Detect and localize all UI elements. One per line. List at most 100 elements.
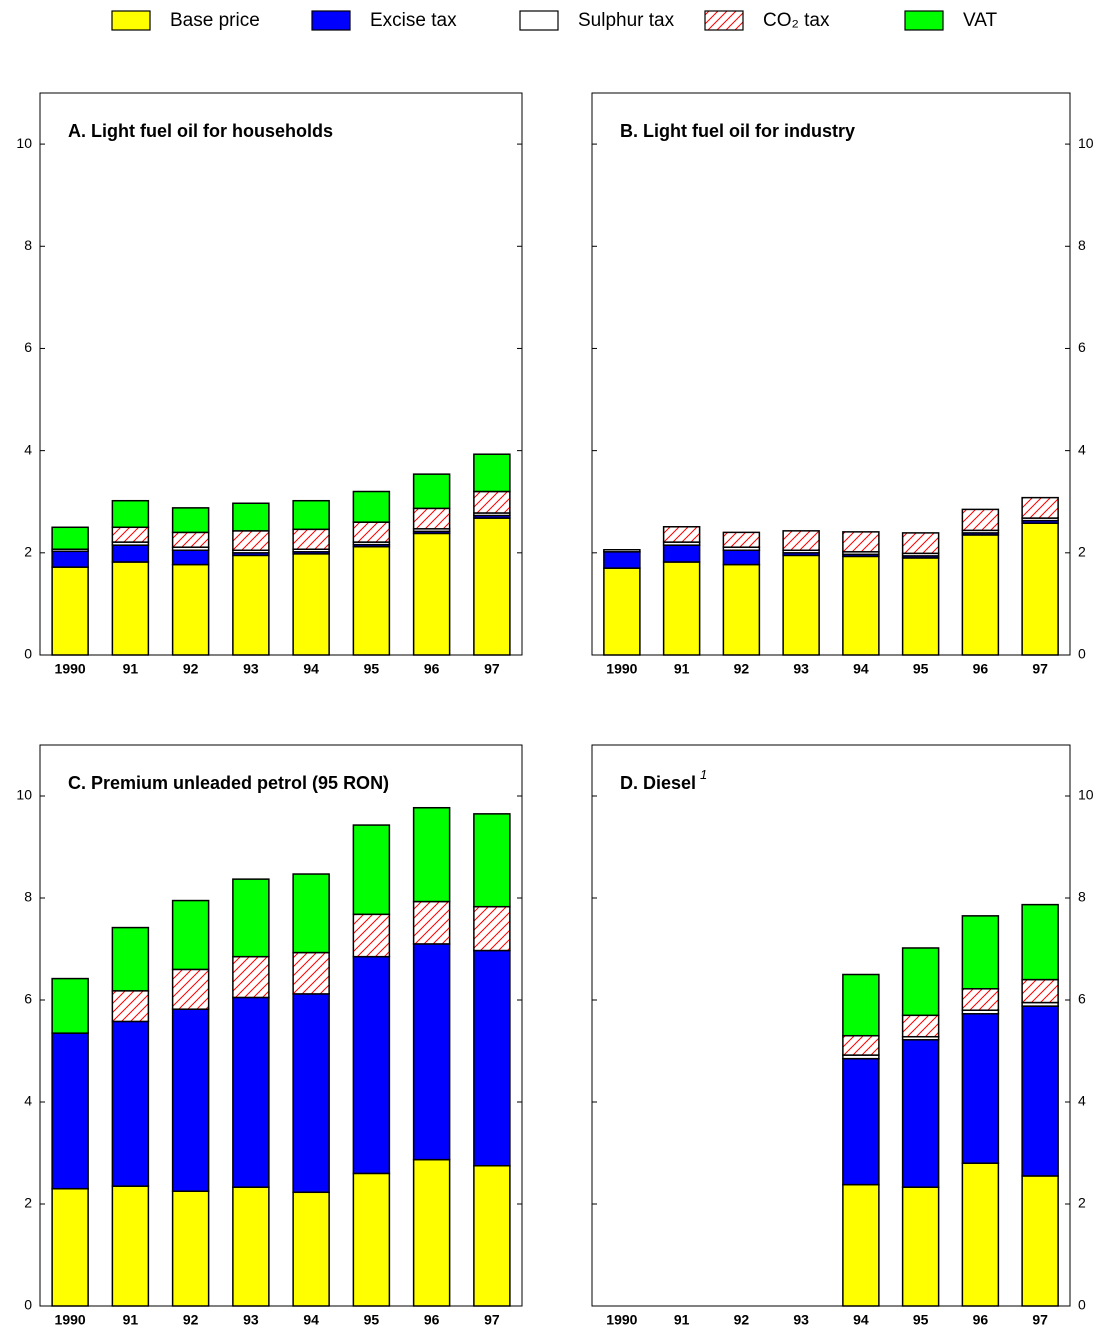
bar-segment <box>782 530 820 552</box>
panel-title: D. Diesel 1 <box>620 767 707 792</box>
bar-segment <box>722 563 761 656</box>
legend-label: Base price <box>170 10 260 31</box>
bar-segment <box>111 990 150 1023</box>
bar-segment <box>232 878 270 958</box>
bar-segment <box>51 566 89 656</box>
bar-segment <box>51 550 89 568</box>
x-tick-label: 95 <box>364 661 380 677</box>
bar-segment <box>961 915 1000 990</box>
x-tick-label: 94 <box>303 661 319 677</box>
bar-segment <box>232 996 270 1188</box>
bar-segment <box>473 905 511 952</box>
x-tick-label: 95 <box>913 661 929 677</box>
bar-segment <box>412 507 451 530</box>
bar-segment <box>111 926 150 992</box>
y-tick-label: 2 <box>24 544 32 560</box>
bar-segment <box>171 531 210 548</box>
plot-frame <box>591 92 1071 656</box>
legend-swatch <box>111 10 151 31</box>
bar-segment <box>111 499 150 529</box>
plot-frame <box>591 744 1071 1307</box>
bar-segment <box>901 532 940 555</box>
y-tick-label: 8 <box>24 237 32 253</box>
bar-segment <box>603 551 641 569</box>
bar-segment <box>901 1186 940 1307</box>
bar-segment <box>961 534 1000 656</box>
y-tick-label: 6 <box>1078 339 1086 355</box>
bar-segment <box>722 549 761 566</box>
y-tick-label: 4 <box>1078 441 1086 457</box>
x-tick-label: 93 <box>243 1312 259 1328</box>
x-tick-label: 95 <box>364 1312 380 1328</box>
x-tick-label: 91 <box>123 1312 139 1328</box>
bar-segment <box>1021 1005 1059 1177</box>
legend-label: CO₂ tax <box>763 10 830 31</box>
bar-segment <box>232 502 270 532</box>
x-tick-label: 97 <box>484 1312 500 1328</box>
bar-segment <box>603 567 641 656</box>
x-tick-label: 93 <box>793 1312 809 1328</box>
x-tick-label: 1990 <box>55 661 86 677</box>
plot-frame <box>39 744 523 1307</box>
panel-title-text: D. Diesel <box>620 773 696 793</box>
bar-segment <box>292 993 330 1194</box>
bar-segment <box>51 1187 89 1307</box>
bar-segment <box>171 1008 210 1192</box>
bar-segment <box>171 507 210 534</box>
y-tick-label: 10 <box>1078 135 1094 151</box>
y-tick-label: 4 <box>1078 1093 1086 1109</box>
bar-segment <box>352 1172 391 1307</box>
bar-segment <box>842 1057 880 1186</box>
legend-swatch <box>311 10 351 31</box>
legend-label: Sulphur tax <box>578 10 675 31</box>
panel-title-text: B. Light fuel oil for industry <box>620 121 855 141</box>
y-tick-label: 10 <box>16 787 32 803</box>
bar-segment <box>412 806 451 903</box>
panel-title-text: A. Light fuel oil for households <box>68 121 333 141</box>
bar-segment <box>662 526 701 543</box>
panel-title: B. Light fuel oil for industry <box>620 121 855 141</box>
x-tick-label: 97 <box>484 661 500 677</box>
bar-segment <box>782 554 820 656</box>
x-tick-label: 97 <box>1032 1312 1048 1328</box>
bar-segment <box>412 532 451 656</box>
bar-segment <box>292 873 330 954</box>
x-tick-label: 96 <box>973 1312 989 1328</box>
bar-segment <box>292 951 330 995</box>
x-tick-label: 94 <box>853 1312 869 1328</box>
bar-segment <box>232 530 270 552</box>
bar-segment <box>111 526 150 543</box>
bar-segment <box>412 900 451 945</box>
x-tick-label: 97 <box>1032 661 1048 677</box>
bar-segment <box>662 561 701 656</box>
y-tick-label: 0 <box>24 646 32 662</box>
bar-segment <box>232 955 270 999</box>
x-tick-label: 94 <box>303 1312 319 1328</box>
panel-title: C. Premium unleaded petrol (95 RON) <box>68 773 389 793</box>
y-tick-label: 8 <box>1078 889 1086 905</box>
legend-label: Excise tax <box>370 10 457 31</box>
x-tick-label: 91 <box>674 661 690 677</box>
bar-segment <box>111 1185 150 1307</box>
panel-title-text: C. Premium unleaded petrol (95 RON) <box>68 773 389 793</box>
bar-segment <box>111 1020 150 1187</box>
bar-segment <box>901 1039 940 1188</box>
bar-segment <box>722 531 761 548</box>
bar-segment <box>662 544 701 563</box>
x-tick-label: 92 <box>734 661 750 677</box>
y-tick-label: 0 <box>1078 646 1086 662</box>
bar-segment <box>292 528 330 550</box>
bar-segment <box>171 899 210 971</box>
y-tick-label: 2 <box>24 1195 32 1211</box>
x-tick-label: 93 <box>793 661 809 677</box>
bar-segment <box>352 545 391 656</box>
bar-segment <box>171 968 210 1010</box>
bar-segment <box>51 526 89 550</box>
x-tick-label: 94 <box>853 661 869 677</box>
bar-segment <box>232 1186 270 1307</box>
bar-segment <box>473 1165 511 1307</box>
y-tick-label: 6 <box>24 339 32 355</box>
title-note: 1 <box>700 767 707 782</box>
bar-segment <box>352 521 391 543</box>
y-tick-label: 6 <box>24 991 32 1007</box>
